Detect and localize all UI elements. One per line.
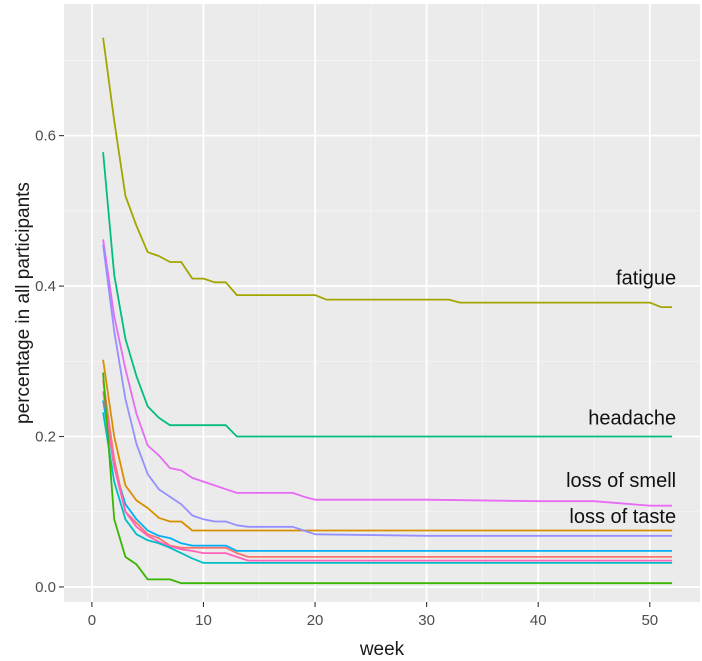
- x-tick-label: 20: [307, 612, 324, 629]
- annotation-loss-of-taste: loss of taste: [569, 506, 676, 528]
- series-line-loss-of-smell: [102, 239, 673, 507]
- series-line-series-7: [102, 379, 673, 558]
- x-tick-label: 10: [195, 612, 212, 629]
- x-axis-title: week: [359, 639, 405, 660]
- minor-gridlines: [64, 4, 700, 602]
- x-axis: 0 10 20 30 40 50: [88, 602, 658, 629]
- series-line-series-10: [102, 372, 673, 585]
- x-tick-label: 50: [641, 612, 658, 629]
- series-line-fatigue: [102, 37, 673, 309]
- series-line-loss-of-taste: [102, 359, 673, 532]
- y-axis-title: percentage in all participants: [13, 182, 34, 424]
- annotation-fatigue: fatigue: [616, 268, 676, 290]
- annotation-loss-of-smell: loss of smell: [566, 470, 676, 492]
- series-line-series-5: [102, 244, 673, 537]
- y-tick-label: 0.2: [35, 429, 56, 446]
- x-tick-label: 40: [530, 612, 547, 629]
- series-lines: [102, 37, 673, 585]
- annotation-headache: headache: [588, 407, 676, 429]
- series-line-headache: [102, 152, 673, 438]
- y-tick-label: 0.6: [35, 128, 56, 145]
- series-line-series-6: [102, 400, 673, 552]
- y-tick-label: 0.0: [35, 579, 56, 596]
- x-tick-label: 0: [88, 612, 96, 629]
- x-tick-label: 30: [418, 612, 435, 629]
- series-annotations: fatigue headache loss of smell loss of tast…: [566, 268, 676, 528]
- series-line-series-8: [102, 391, 673, 562]
- series-line-series-9: [102, 412, 673, 564]
- y-axis: 0.0 0.2 0.4 0.6: [35, 128, 64, 596]
- y-tick-label: 0.4: [35, 278, 56, 295]
